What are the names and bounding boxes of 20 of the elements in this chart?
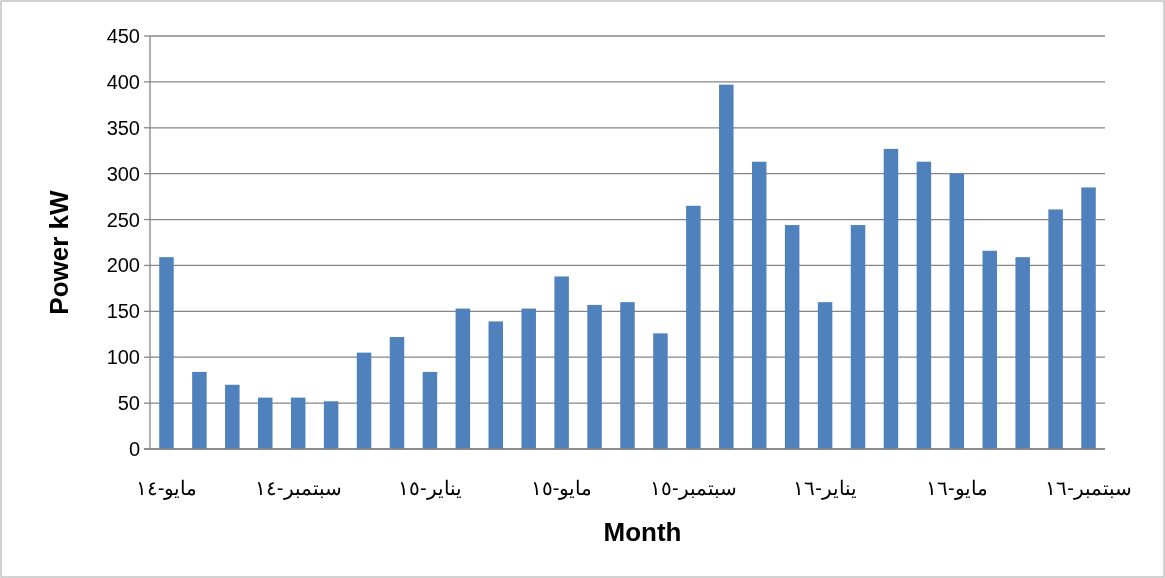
x-tick-label: سبتمبر-١٥ (650, 477, 737, 500)
y-tick-label: 400 (106, 70, 140, 93)
y-axis-title: Power kW (44, 189, 74, 315)
x-tick-label: يناير-١٦ (793, 477, 857, 500)
x-tick-label: سبتمبر-١٤ (254, 477, 342, 500)
y-tick-label: 0 (128, 438, 140, 460)
x-tick-label: يناير-١٥ (398, 477, 462, 500)
x-tick-label: سبتمبر-١٦ (1045, 477, 1132, 500)
x-tick-label: مايو-١٦ (925, 477, 988, 500)
y-tick-label: 50 (117, 392, 140, 415)
y-tick-label: 100 (106, 346, 140, 369)
y-tick-label: 250 (106, 208, 140, 231)
x-tick-label: مايو-١٤ (135, 477, 198, 500)
y-tick-label: 150 (106, 300, 140, 323)
y-tick-label: 300 (106, 162, 140, 185)
y-tick-label: 350 (106, 116, 140, 139)
y-tick-label: 450 (106, 25, 140, 47)
x-axis-title: Month (603, 517, 682, 547)
x-tick-label: مايو-١٥ (530, 477, 593, 500)
y-tick-label: 200 (106, 254, 140, 277)
